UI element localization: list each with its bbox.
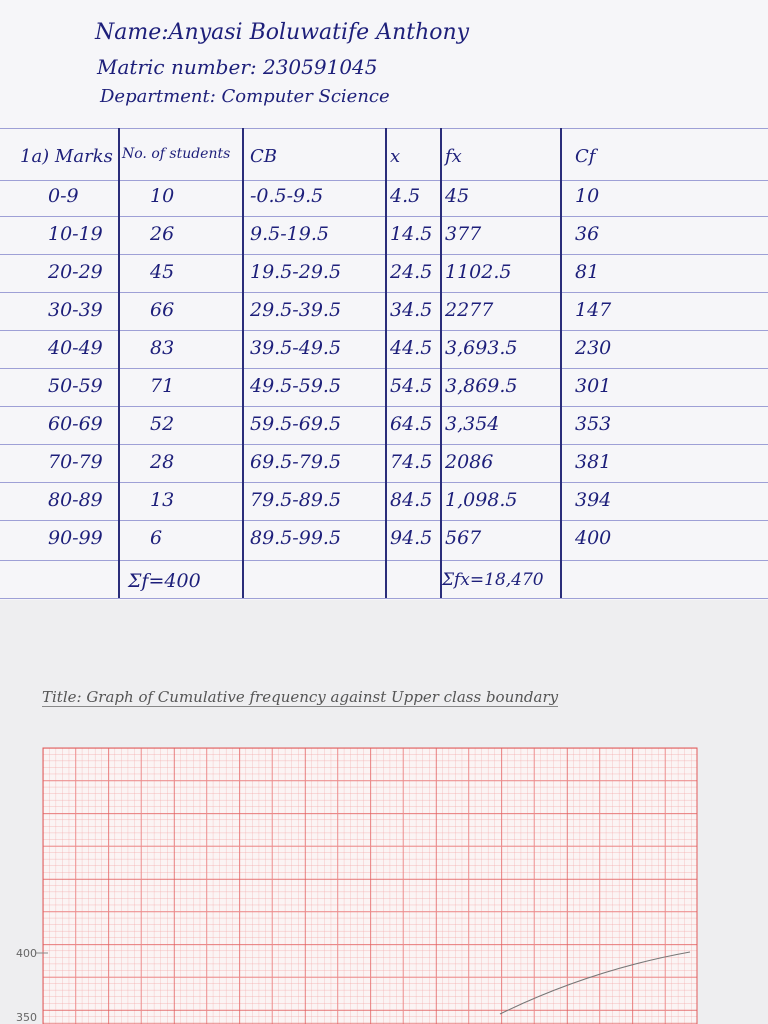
column-line xyxy=(385,128,387,598)
column-line xyxy=(242,128,244,598)
table-cell: 94.5 xyxy=(390,527,433,549)
table-cell: 14.5 xyxy=(390,223,433,245)
table-cell: 0-9 xyxy=(48,185,79,207)
ruled-line xyxy=(0,444,768,445)
table-cell: 49.5-59.5 xyxy=(250,375,342,397)
table-cell: 6 xyxy=(150,527,163,549)
ruled-line xyxy=(0,292,768,293)
name: Name:Anyasi Boluwatife Anthony xyxy=(95,20,470,45)
table-cell: 24.5 xyxy=(390,261,433,283)
table-cell: 60-69 xyxy=(48,413,103,435)
table-cell: 34.5 xyxy=(390,299,433,321)
table-cell: 59.5-69.5 xyxy=(250,413,342,435)
table-cell: 28 xyxy=(150,451,175,473)
table-cell: 40-49 xyxy=(48,337,103,359)
y-axis-label: 400 xyxy=(16,947,37,960)
table-cell: 1102.5 xyxy=(445,261,512,283)
pencil-curve xyxy=(499,951,691,1015)
ruled-line xyxy=(0,482,768,483)
table-cell: 147 xyxy=(575,299,612,321)
ruled-line xyxy=(0,368,768,369)
table-cell: 89.5-99.5 xyxy=(250,527,342,549)
y-axis-label: 350 xyxy=(16,1011,37,1024)
table-cell: 69.5-79.5 xyxy=(250,451,342,473)
ruled-line xyxy=(0,180,768,181)
table-cell: 39.5-49.5 xyxy=(250,337,342,359)
graph-paper: 400 350 xyxy=(16,747,698,1024)
table-cell: 4.5 xyxy=(390,185,421,207)
column-header: No. of students xyxy=(122,146,231,162)
ruled-line xyxy=(0,330,768,331)
table-cell: 36 xyxy=(575,223,600,245)
table-cell: 353 xyxy=(575,413,612,435)
department: Department: Computer Science xyxy=(100,86,390,107)
matric-number: Matric number: 230591045 xyxy=(97,55,378,79)
ruled-line xyxy=(0,406,768,407)
table-cell: 83 xyxy=(150,337,175,359)
table-cell: 54.5 xyxy=(390,375,433,397)
table-cell: 80-89 xyxy=(48,489,103,511)
table-cell: 81 xyxy=(575,261,600,283)
ruled-line xyxy=(0,598,768,599)
table-cell: 400 xyxy=(575,527,612,549)
table-cell: 2086 xyxy=(445,451,494,473)
table-cell: 301 xyxy=(575,375,612,397)
column-header: 1a) Marks xyxy=(20,146,113,167)
table-cell: 10-19 xyxy=(48,223,103,245)
notebook-page: Name:Anyasi Boluwatife Anthony Matric nu… xyxy=(0,20,768,599)
table-cell: 45 xyxy=(445,185,470,207)
total-frequency: Σf=400 xyxy=(128,570,201,592)
table-cell: 19.5-29.5 xyxy=(250,261,342,283)
table-cell: 10 xyxy=(575,185,600,207)
table-cell: 9.5-19.5 xyxy=(250,223,329,245)
table-cell: 50-59 xyxy=(48,375,103,397)
column-header: fx xyxy=(445,146,462,167)
table-cell: 1,098.5 xyxy=(445,489,518,511)
graph-title: Title: Graph of Cumulative frequency aga… xyxy=(42,688,559,707)
table-cell: 381 xyxy=(575,451,612,473)
ruled-line xyxy=(0,520,768,521)
table-cell: 30-39 xyxy=(48,299,103,321)
ruled-line xyxy=(0,560,768,561)
table-cell: 90-99 xyxy=(48,527,103,549)
table-cell: 13 xyxy=(150,489,175,511)
table-cell: 74.5 xyxy=(390,451,433,473)
table-cell: 84.5 xyxy=(390,489,433,511)
table-cell: 79.5-89.5 xyxy=(250,489,342,511)
table-cell: 230 xyxy=(575,337,612,359)
table-cell: 3,869.5 xyxy=(445,375,518,397)
column-line xyxy=(118,128,120,598)
column-header: Cf xyxy=(575,146,596,167)
table-cell: 394 xyxy=(575,489,612,511)
column-header: CB xyxy=(250,146,277,167)
table-cell: 64.5 xyxy=(390,413,433,435)
table-cell: 70-79 xyxy=(48,451,103,473)
table-cell: 66 xyxy=(150,299,175,321)
table-cell: 567 xyxy=(445,527,482,549)
major-grid xyxy=(42,747,698,1024)
ruled-line xyxy=(0,128,768,129)
table-cell: 29.5-39.5 xyxy=(250,299,342,321)
graph-page: Title: Graph of Cumulative frequency aga… xyxy=(0,600,768,1024)
ruled-line xyxy=(0,254,768,255)
table-cell: -0.5-9.5 xyxy=(250,185,324,207)
table-cell: 20-29 xyxy=(48,261,103,283)
table-cell: 3,354 xyxy=(445,413,500,435)
table-cell: 52 xyxy=(150,413,175,435)
column-line xyxy=(560,128,562,598)
table-cell: 10 xyxy=(150,185,175,207)
table-cell: 2277 xyxy=(445,299,494,321)
table-cell: 71 xyxy=(150,375,175,397)
ruled-line xyxy=(0,216,768,217)
table-cell: 45 xyxy=(150,261,175,283)
table-cell: 26 xyxy=(150,223,175,245)
table-cell: 3,693.5 xyxy=(445,337,518,359)
total-fx: Σfx=18,470 xyxy=(442,570,544,590)
column-header: x xyxy=(390,146,401,167)
table-cell: 377 xyxy=(445,223,482,245)
column-line xyxy=(440,128,442,598)
table-cell: 44.5 xyxy=(390,337,433,359)
